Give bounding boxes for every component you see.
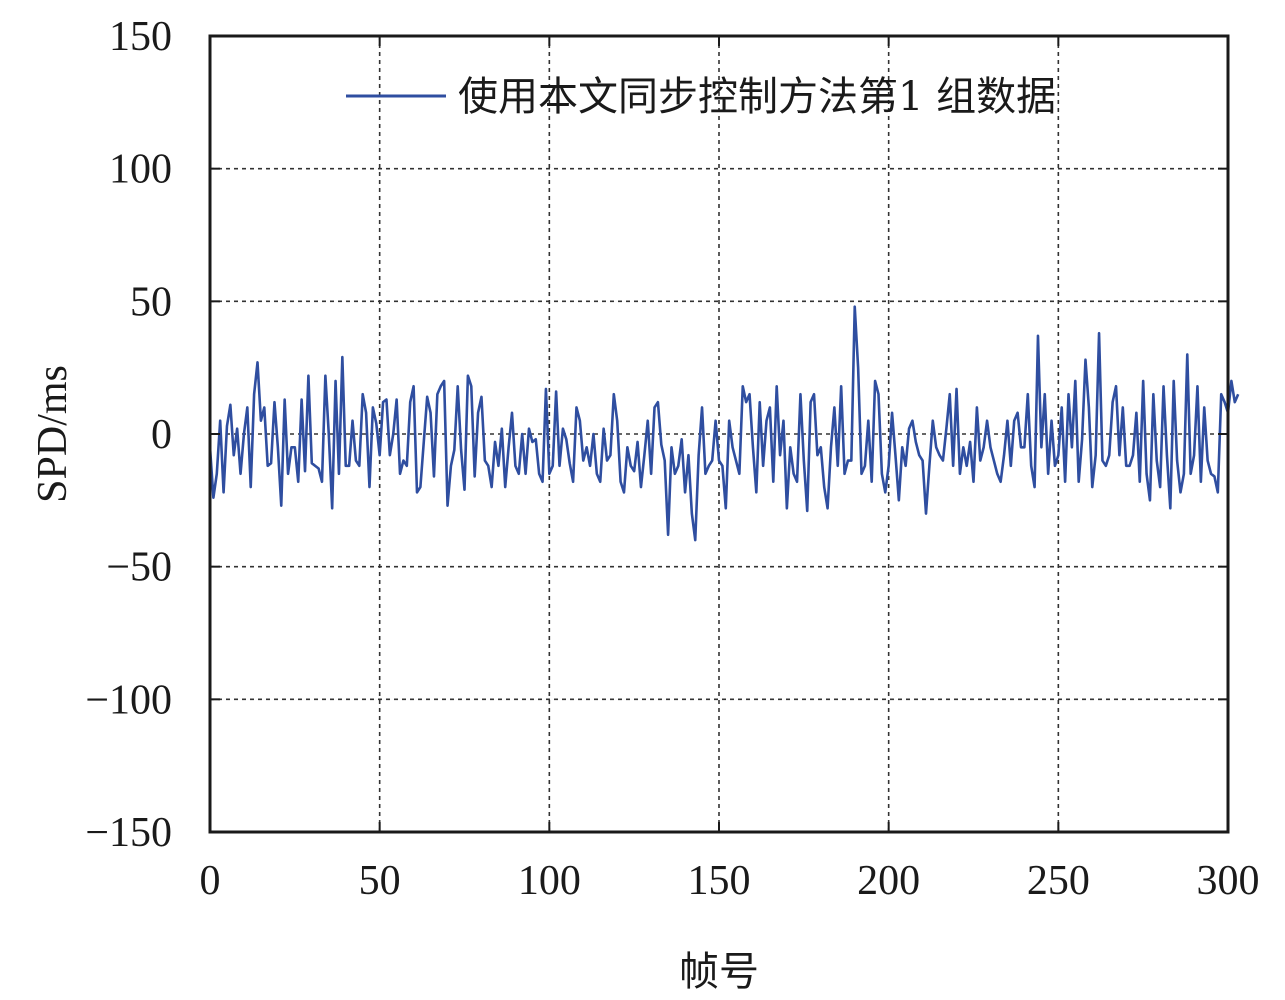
y-tick-labels: 150 100 50 0 −50 −100 −150 xyxy=(85,14,172,856)
x-tick-label: 100 xyxy=(518,858,581,904)
x-axis-title: 帧号 xyxy=(679,949,759,995)
y-tick-label: 150 xyxy=(109,14,172,60)
y-tick-label: −50 xyxy=(106,545,172,591)
y-axis-title: SPD/ms xyxy=(30,365,76,503)
axis-ticks xyxy=(209,35,1229,833)
legend: 使用本文同步控制方法第1 组数据 xyxy=(346,74,1056,120)
x-tick-label: 150 xyxy=(688,858,751,904)
y-tick-label: 50 xyxy=(130,279,172,325)
x-tick-label: 300 xyxy=(1197,858,1260,904)
series-layer xyxy=(208,305,1240,542)
x-tick-label: 200 xyxy=(857,858,920,904)
y-tick-label: −100 xyxy=(85,677,172,723)
y-tick-label: 0 xyxy=(151,412,172,458)
legend-label: 使用本文同步控制方法第1 组数据 xyxy=(458,74,1056,120)
x-tick-label: 50 xyxy=(359,858,401,904)
x-tick-label: 250 xyxy=(1027,858,1090,904)
y-tick-label: −150 xyxy=(85,810,172,856)
y-tick-label: 100 xyxy=(109,147,172,193)
series-line xyxy=(208,305,1240,542)
x-tick-label: 0 xyxy=(200,858,221,904)
grid xyxy=(210,36,1228,832)
x-tick-labels: 0 50 100 150 200 250 300 xyxy=(200,858,1260,904)
